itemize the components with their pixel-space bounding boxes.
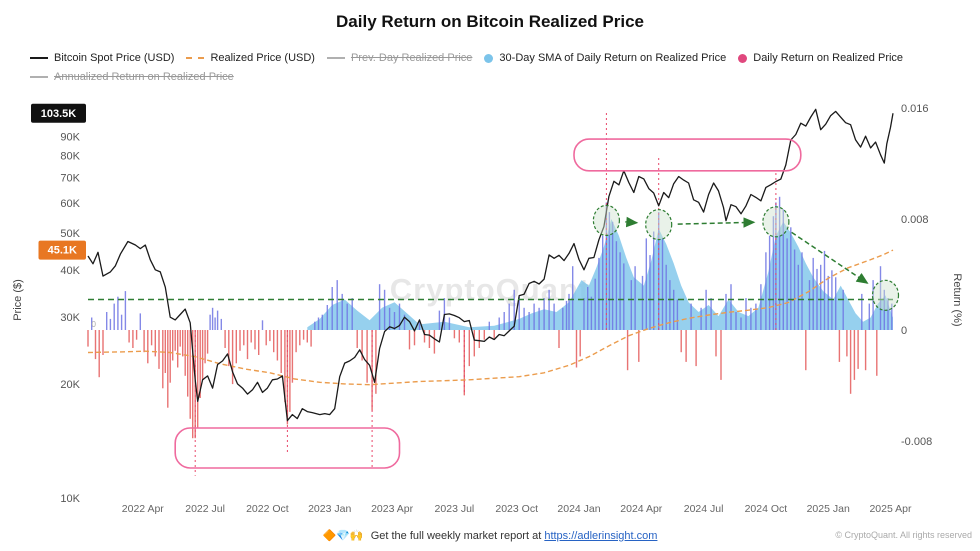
copyright-notice: © CryptoQuant. All rights reserved	[835, 530, 972, 540]
page-title: Daily Return on Bitcoin Realized Price	[336, 12, 644, 31]
return-tick-label: 0	[901, 325, 907, 337]
peak-circle-1	[645, 209, 673, 241]
extreme-event-lines	[194, 110, 777, 476]
watermark: CryptoQuant	[389, 272, 591, 307]
trend-arrow-1	[677, 217, 756, 228]
x-tick-label: 2024 Oct	[745, 503, 788, 515]
x-tick-label: 2023 Jan	[308, 503, 351, 515]
legend-label: Bitcoin Spot Price (USD)	[54, 51, 175, 64]
highlight-box-1	[174, 427, 401, 469]
legend-label: Annualized Return on Realized Price	[54, 70, 234, 83]
legend-item-3[interactable]: 30-Day SMA of Daily Return on Realized P…	[484, 50, 726, 67]
peak-circle-0	[592, 204, 621, 236]
legend-label: Realized Price (USD)	[210, 51, 315, 64]
price-tick-label: 90K	[60, 131, 80, 143]
price-tick-label: 40K	[60, 265, 80, 277]
x-tick-label: 2025 Jan	[807, 503, 850, 515]
trend-arrow-2	[791, 231, 869, 284]
legend-item-1[interactable]: Realized Price (USD)	[186, 50, 315, 67]
footer-text: Get the full weekly market report at	[370, 530, 542, 542]
x-tick-label: 2024 Jan	[557, 503, 600, 515]
svg-text:103.5K: 103.5K	[41, 108, 77, 120]
price-tick-label: 70K	[60, 173, 80, 185]
legend-item-0[interactable]: Bitcoin Spot Price (USD)	[30, 50, 174, 67]
line-swatch-icon	[326, 57, 345, 60]
price-tick-label: 50K	[60, 228, 80, 240]
dot-swatch-icon	[484, 53, 494, 63]
sma-area	[307, 219, 893, 330]
spot-price-badge: 103.5K	[31, 103, 86, 123]
zero-marker-label: 0	[92, 320, 97, 329]
x-tick-label: 2022 Jul	[185, 503, 225, 515]
price-tick-label: 10K	[60, 493, 80, 505]
price-tick-label: 20K	[60, 379, 80, 391]
return-tick-label: -0.008	[901, 436, 932, 448]
footer-emoji-icons: 🔶💎🙌	[322, 530, 364, 542]
dashed-line-swatch-icon	[186, 57, 205, 60]
legend-label: 30-Day SMA of Daily Return on Realized P…	[499, 51, 727, 64]
price-tick-label: 80K	[60, 151, 80, 163]
x-tick-label: 2022 Apr	[122, 503, 165, 515]
svg-text:45.1K: 45.1K	[48, 245, 77, 257]
x-tick-label: 2023 Apr	[371, 503, 414, 515]
spot-price-line	[87, 108, 894, 422]
x-tick-label: 2024 Jul	[684, 503, 724, 515]
line-swatch-icon	[30, 57, 48, 60]
x-tick-label: 2022 Oct	[246, 503, 289, 515]
dot-swatch-icon	[738, 53, 748, 63]
footer: 🔶💎🙌 Get the full weekly market report at…	[0, 529, 980, 542]
legend-item-2[interactable]: Prev. Day Realized Price	[326, 50, 473, 67]
price-tick-label: 60K	[60, 198, 80, 210]
legend: Bitcoin Spot Price (USD) Realized Price (…	[30, 48, 980, 86]
return-tick-label: 0.016	[901, 103, 929, 115]
x-tick-label: 2023 Jul	[435, 503, 475, 515]
peak-circle-2	[762, 206, 790, 238]
x-tick-label: 2023 Oct	[495, 503, 538, 515]
price-tick-label: 30K	[60, 312, 80, 324]
legend-label: Prev. Day Realized Price	[350, 51, 473, 64]
realized-price-badge: 45.1K	[38, 240, 86, 260]
line-swatch-icon	[30, 76, 48, 79]
x-tick-label: 2025 Apr	[869, 503, 912, 515]
footer-link[interactable]: https://adlerinsight.com	[544, 530, 658, 542]
peak-circle-3	[871, 279, 900, 311]
legend-label: Daily Return on Realized Price	[753, 51, 904, 64]
legend-item-4[interactable]: Daily Return on Realized Price	[738, 50, 903, 67]
highlight-box-0	[573, 138, 802, 172]
realized-price-line	[87, 249, 894, 386]
legend-item-5[interactable]: Annualized Return on Realized Price	[30, 69, 234, 86]
return-tick-label: 0.008	[901, 214, 929, 226]
y-axis-title-return: Return (%)	[951, 273, 963, 327]
y-axis-title-price: Price ($)	[12, 279, 24, 321]
x-tick-label: 2024 Apr	[620, 503, 663, 515]
trend-arrow-0	[625, 216, 639, 228]
